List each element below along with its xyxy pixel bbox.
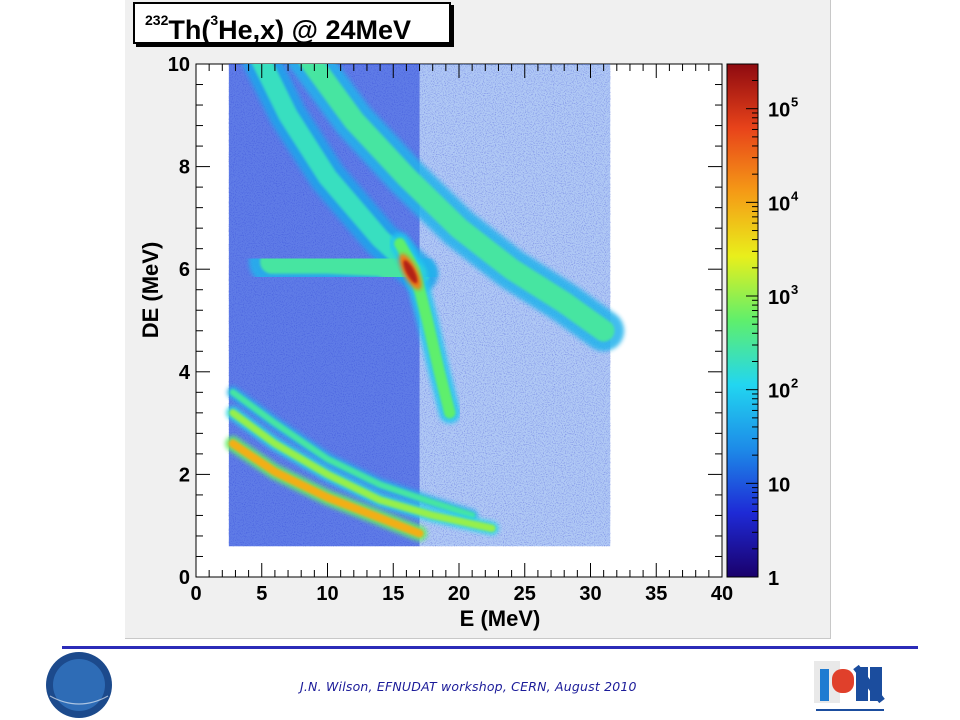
x-tick-label: 10 <box>316 583 338 605</box>
y-tick-label: 8 <box>179 157 190 179</box>
y-tick-label: 10 <box>168 54 190 76</box>
chart-title: 232Th(3He,x) @ 24MeV <box>133 2 451 45</box>
colorbar-label: 10 <box>768 100 790 122</box>
band-core <box>228 439 424 538</box>
footer-divider <box>62 646 918 649</box>
colorbar-label: 10 <box>768 474 790 496</box>
colorbar-label: 10 <box>768 381 790 403</box>
axes: 0 5 10 15 20 25 30 35 40 0 2 4 6 8 10 <box>168 54 733 605</box>
cnrs-logo <box>46 652 112 718</box>
colorbar-label-exponent: 5 <box>791 95 798 110</box>
x-axis-label: E (MeV) <box>460 606 541 631</box>
ipn-orsay-logo <box>814 661 885 711</box>
heatmap-layer <box>225 64 625 547</box>
x-tick-label: 30 <box>579 583 601 605</box>
x-tick-label: 15 <box>382 583 404 605</box>
band-core <box>229 389 476 519</box>
y-tick-label: 4 <box>179 362 191 384</box>
x-tick-label: 5 <box>256 583 267 605</box>
colorbar-label: 1 <box>768 568 779 590</box>
colorbar-label-exponent: 2 <box>791 376 798 391</box>
x-tick-label: 25 <box>514 583 536 605</box>
colorbar-label: 10 <box>768 193 790 215</box>
hotspot-core <box>403 260 418 284</box>
colorbar-label-exponent: 3 <box>791 282 798 297</box>
x-tick-label: 20 <box>448 583 470 605</box>
colorbar-label-exponent: 4 <box>791 188 799 203</box>
x-tick-label: 40 <box>711 583 733 605</box>
colorbar-gradient <box>726 63 759 578</box>
y-tick-label: 2 <box>179 464 190 486</box>
x-tick-label: 35 <box>645 583 667 605</box>
y-tick-label: 0 <box>179 567 190 589</box>
y-axis-label: DE (MeV) <box>138 242 163 339</box>
y-tick-label: 6 <box>179 259 190 281</box>
footer-citation: J.N. Wilson, EFNUDAT workshop, CERN, Aug… <box>300 679 637 694</box>
x-tick-label: 0 <box>190 583 201 605</box>
colorbar-label: 10 <box>768 287 790 309</box>
band-core <box>260 249 426 287</box>
band-core <box>299 64 615 342</box>
band-core <box>229 409 496 532</box>
